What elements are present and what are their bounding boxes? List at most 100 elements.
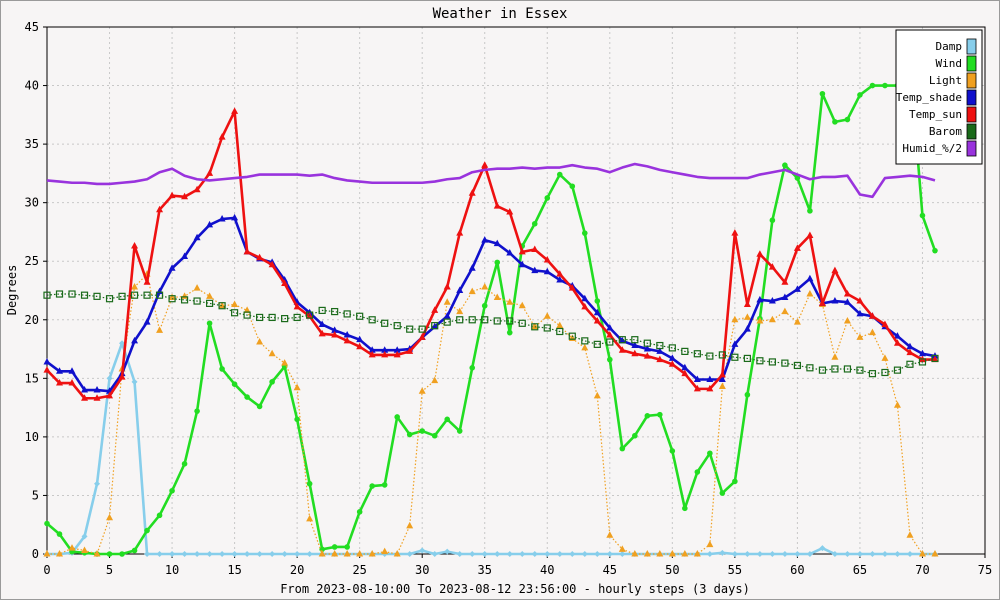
data-point [693, 384, 701, 392]
data-point [718, 382, 726, 390]
data-point [443, 282, 451, 290]
data-point [55, 290, 64, 298]
data-point [356, 335, 364, 343]
data-point [494, 551, 501, 557]
data-point [893, 332, 901, 339]
data-point [518, 301, 526, 309]
data-point [356, 550, 364, 557]
data-point [81, 394, 89, 401]
data-point [93, 292, 101, 300]
data-point [682, 505, 688, 512]
data-point [743, 300, 751, 308]
data-point [818, 366, 827, 374]
data-point [656, 355, 664, 363]
series-group [43, 60, 939, 557]
data-point [669, 448, 676, 454]
data-point [731, 551, 738, 557]
data-point [343, 336, 351, 344]
data-point [869, 82, 876, 89]
data-point [168, 293, 176, 301]
data-point [194, 551, 201, 557]
data-point [843, 298, 851, 305]
data-point [706, 375, 714, 383]
data-point [131, 241, 139, 249]
data-point [356, 509, 363, 515]
legend-swatch [966, 140, 977, 157]
data-point [931, 355, 939, 363]
data-point [631, 341, 639, 349]
data-point [493, 239, 501, 247]
data-point [444, 416, 451, 423]
data-point [144, 551, 151, 557]
data-point [393, 346, 401, 353]
data-point [806, 231, 814, 238]
x-axis-label: From 2023-08-10:00 To 2023-08-12 23:56:0… [280, 582, 750, 596]
data-point [56, 550, 64, 557]
data-point [468, 264, 476, 271]
data-point [881, 551, 888, 557]
data-point [606, 531, 614, 538]
legend-label: Wind [936, 57, 963, 70]
x-tick-label: 5 [106, 563, 113, 577]
data-point [769, 217, 776, 224]
x-tick-label: 0 [43, 563, 50, 577]
data-point [318, 306, 326, 315]
data-point [743, 354, 751, 363]
data-point [368, 350, 376, 358]
data-point [731, 315, 739, 323]
data-point [68, 290, 76, 298]
data-point [831, 266, 839, 274]
data-point [556, 270, 564, 277]
data-point [206, 551, 213, 557]
data-point [331, 550, 339, 557]
data-point [556, 551, 563, 557]
data-point [831, 353, 839, 360]
data-point [481, 302, 488, 309]
series-line [46, 293, 936, 375]
data-point [80, 291, 89, 299]
data-point [419, 547, 426, 554]
data-point [281, 359, 289, 366]
data-point [94, 480, 101, 487]
data-point [231, 107, 239, 114]
data-point [593, 308, 601, 316]
data-point [819, 545, 826, 552]
data-point [118, 292, 126, 300]
data-point [181, 551, 188, 557]
data-point [468, 189, 476, 196]
data-point [156, 326, 164, 333]
data-point [844, 551, 851, 557]
data-point [181, 461, 188, 467]
data-point [306, 311, 314, 319]
data-point [368, 550, 376, 557]
data-point [518, 319, 526, 327]
data-point [193, 185, 201, 193]
data-point [893, 401, 901, 408]
data-point [431, 432, 438, 439]
data-point [381, 350, 389, 358]
data-point [668, 344, 676, 352]
data-point [156, 512, 163, 519]
data-point [393, 322, 401, 330]
data-point [418, 387, 426, 394]
data-point [668, 550, 676, 557]
series-line [46, 110, 935, 400]
data-point [756, 551, 763, 557]
data-point [206, 292, 214, 299]
data-point [581, 230, 588, 236]
data-point [782, 162, 788, 168]
data-point [718, 370, 726, 378]
data-point [193, 284, 201, 291]
data-point [643, 339, 651, 347]
data-point [818, 299, 826, 306]
data-point [281, 315, 289, 323]
data-point [569, 551, 576, 557]
data-point [481, 551, 488, 557]
data-point [306, 551, 313, 557]
data-point [581, 294, 589, 302]
data-point [593, 340, 601, 348]
data-point [844, 116, 851, 123]
data-point [419, 428, 426, 434]
data-point [456, 286, 464, 293]
data-point [606, 323, 614, 331]
